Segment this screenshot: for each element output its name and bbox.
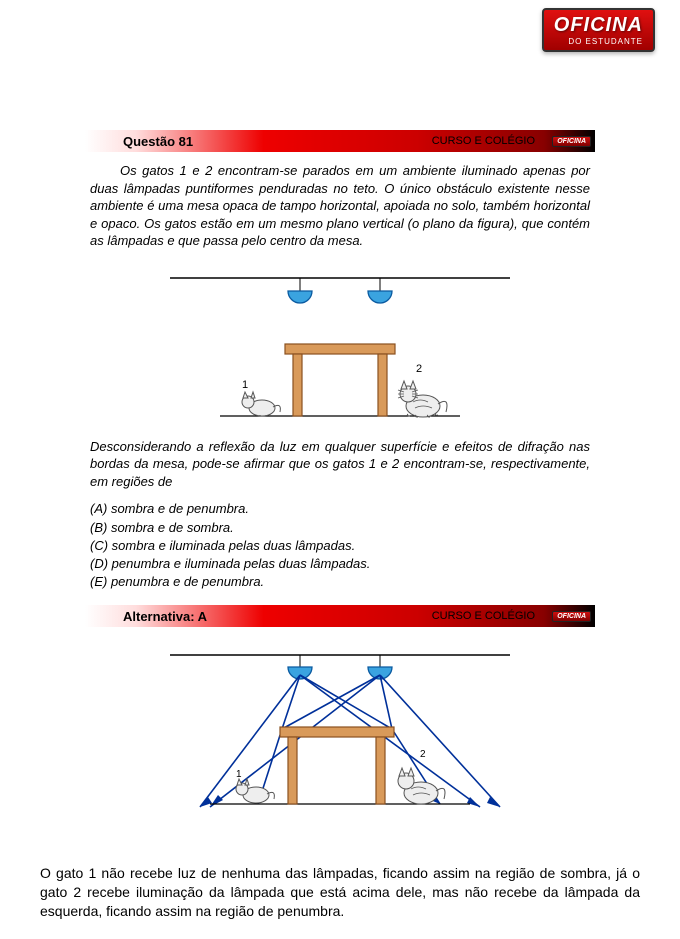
cat1-label: 1 <box>242 379 248 391</box>
question-followup: Desconsiderando a reflexão da luz em qua… <box>85 438 595 501</box>
diagram-answer: 1 2 <box>140 639 540 819</box>
option-b: (B) sombra e de sombra. <box>90 519 590 537</box>
svg-text:2: 2 <box>420 749 426 760</box>
mini-logo: OFICINA <box>552 136 591 147</box>
explanation-paragraph: O gato 1 não recebe luz de nenhuma das l… <box>40 865 640 919</box>
diagram-answer-wrap: 1 2 <box>85 639 595 822</box>
answer-label: Alternativa: A <box>123 609 207 624</box>
cat2-label: 2 <box>416 363 422 375</box>
options-list: (A) sombra e de penumbra. (B) sombra e d… <box>85 500 595 605</box>
logo-box: OFICINA DO ESTUDANTE <box>542 8 655 52</box>
option-a: (A) sombra e de penumbra. <box>90 500 590 518</box>
explanation-text: O gato 1 não recebe luz de nenhuma das l… <box>40 864 640 921</box>
curso-label: CURSO E COLÉGIO <box>432 135 535 147</box>
question-header-bar: Questão 81 CURSO E COLÉGIO OFICINA <box>85 130 595 152</box>
mini-logo-2: OFICINA <box>552 611 591 622</box>
diagram-question: 1 2 <box>160 266 520 426</box>
option-c: (C) sombra e iluminada pelas duas lâmpad… <box>90 537 590 555</box>
option-e: (E) penumbra e de penumbra. <box>90 573 590 591</box>
main-content: Questão 81 CURSO E COLÉGIO OFICINA Os ga… <box>85 130 595 828</box>
logo-main: OFICINA <box>554 14 643 37</box>
logo-sub: DO ESTUDANTE <box>554 37 643 46</box>
question-number: Questão 81 <box>123 134 193 149</box>
option-d: (D) penumbra e iluminada pelas duas lâmp… <box>90 555 590 573</box>
curso-label-2: CURSO E COLÉGIO <box>432 610 535 622</box>
question-paragraph: Os gatos 1 e 2 encontram-se parados em u… <box>90 162 590 250</box>
brand-logo: OFICINA DO ESTUDANTE <box>542 8 655 52</box>
question-text: Os gatos 1 e 2 encontram-se parados em u… <box>85 162 595 258</box>
answer-header-bar: Alternativa: A CURSO E COLÉGIO OFICINA <box>85 605 595 627</box>
svg-text:1: 1 <box>236 769 242 780</box>
